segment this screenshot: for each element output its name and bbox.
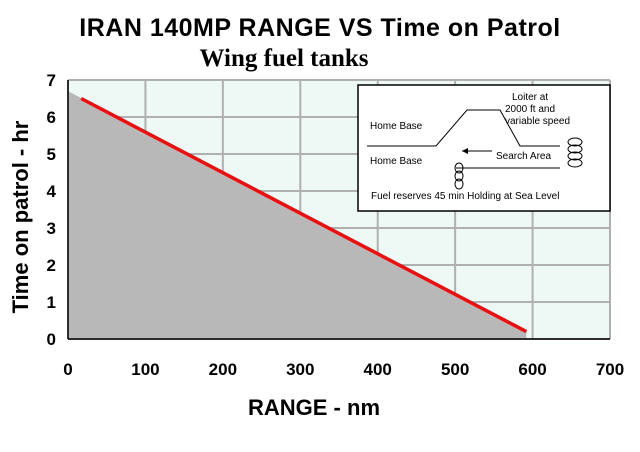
x-tick-label: 100 bbox=[131, 360, 159, 379]
y-axis-label: Time on patrol - hr bbox=[8, 120, 33, 313]
loiter-coil-icon bbox=[567, 137, 583, 168]
holding-coil-icon bbox=[454, 162, 464, 190]
inset-home-base-top: Home Base bbox=[370, 121, 423, 132]
y-tick-label: 5 bbox=[47, 145, 56, 164]
y-tick-label: 4 bbox=[47, 182, 57, 201]
arrow-head bbox=[462, 148, 468, 154]
x-tick-label: 400 bbox=[364, 360, 392, 379]
inset-search-area: Search Area bbox=[496, 151, 551, 162]
y-tick-label: 2 bbox=[47, 256, 56, 275]
x-tick-label: 600 bbox=[518, 360, 546, 379]
chart-title: IRAN 140MP RANGE VS Time on Patrol bbox=[79, 14, 561, 42]
mission-profile-inset: Home Base Home Base Loiter at 2000 ft an… bbox=[357, 84, 611, 212]
y-tick-label: 1 bbox=[47, 293, 56, 312]
x-tick-label: 200 bbox=[209, 360, 237, 379]
x-tick-label: 0 bbox=[63, 360, 72, 379]
x-tick-label: 500 bbox=[441, 360, 469, 379]
y-tick-label: 6 bbox=[47, 108, 56, 127]
x-tick-label: 700 bbox=[596, 360, 624, 379]
y-tick-label: 0 bbox=[47, 330, 56, 349]
inset-loiter-line3: variable speed bbox=[505, 116, 570, 127]
tick-labels: 0 100 200 300 400 500 600 700 0 1 2 3 4 5 6 7 bbox=[47, 71, 625, 379]
x-tick-label: 300 bbox=[286, 360, 314, 379]
inset-loiter-line1: Loiter at bbox=[512, 92, 548, 103]
outbound-path bbox=[367, 109, 560, 147]
inset-fuel-reserves: Fuel reserves 45 min Holding at Sea Leve… bbox=[371, 191, 559, 202]
y-tick-label: 7 bbox=[47, 71, 56, 90]
y-tick-label: 3 bbox=[47, 219, 56, 238]
chart-subtitle: Wing fuel tanks bbox=[199, 45, 369, 72]
series-line bbox=[80, 96, 528, 334]
inset-loiter-line2: 2000 ft and bbox=[505, 104, 555, 115]
x-axis-label: RANGE - nm bbox=[248, 395, 380, 420]
inset-home-base-bottom: Home Base bbox=[370, 156, 423, 167]
